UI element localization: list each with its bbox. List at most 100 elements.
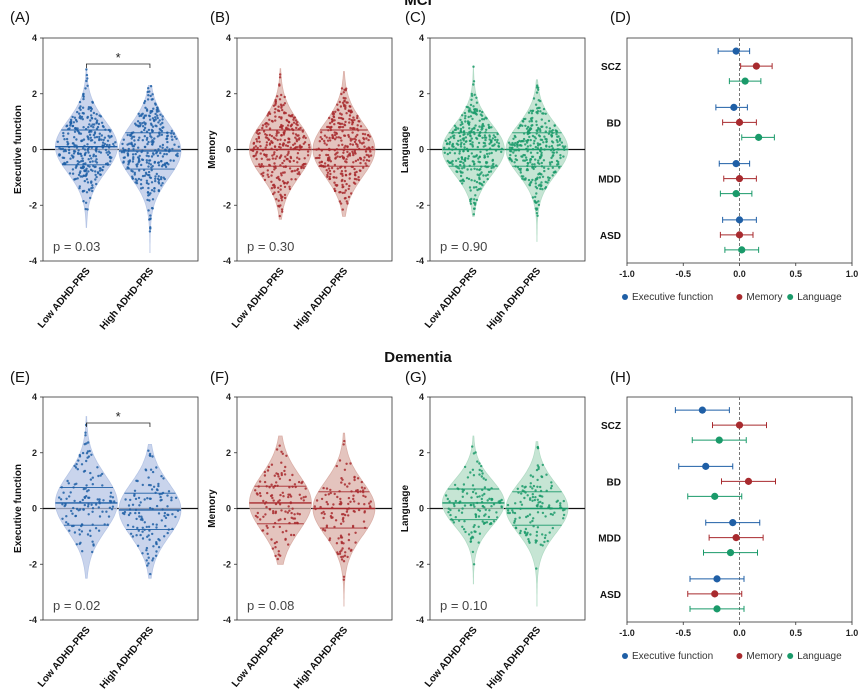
data-point [157,538,160,541]
data-point [528,498,532,501]
data-point [280,450,283,453]
panel-label: (E) [10,369,30,386]
data-point [342,555,345,558]
data-point [481,136,484,139]
data-point [496,516,499,519]
data-point [345,158,348,161]
data-point [277,105,280,108]
data-point [90,503,93,506]
data-point [132,525,135,528]
data-point [262,515,265,518]
data-point [156,116,159,120]
data-point [266,469,270,472]
data-point [286,511,289,514]
data-point [80,154,83,158]
data-point [513,519,516,523]
data-point [364,495,367,498]
data-point [347,533,351,536]
data-point [342,103,346,106]
data-point [357,120,360,123]
data-point [283,469,286,473]
data-point [155,550,158,553]
data-point [475,198,478,202]
data-point [73,116,77,119]
data-point [548,531,551,534]
data-point [146,136,149,140]
data-point [280,134,283,137]
data-point [333,176,336,179]
data-point [530,118,533,122]
data-point [77,459,80,462]
data-point [90,181,93,184]
data-point [348,184,351,188]
data-point [459,130,463,133]
data-point [65,125,68,128]
data-point [529,161,532,164]
data-point [171,147,174,151]
data-point [531,109,535,113]
data-point [271,170,274,174]
data-point [466,133,469,136]
data-point [342,91,345,94]
data-point [457,519,461,522]
data-point [532,517,535,520]
data-point [325,500,328,504]
data-point [150,166,153,169]
data-point [279,138,282,141]
data-point [146,198,149,202]
data-point [540,184,543,187]
data-point [302,166,305,170]
data-point [133,143,137,146]
data-point [154,124,157,127]
data-point [92,544,95,547]
data-point [339,497,342,501]
data-point [527,178,531,182]
data-point [148,90,151,93]
data-point [131,177,134,180]
data-point [477,515,481,518]
data-point [283,131,286,135]
data-point [470,168,473,171]
data-point [134,122,137,125]
data-point [100,138,103,141]
data-point [56,140,59,143]
data-point [88,130,91,134]
data-point [527,111,531,114]
data-point [73,531,77,534]
data-point [65,521,68,524]
data-point [510,160,514,163]
data-point [139,183,143,186]
violin-body [118,443,182,579]
data-point [152,545,155,548]
data-point [99,167,102,170]
data-point [73,464,76,468]
data-point [100,134,104,137]
data-point [141,139,144,142]
data-point [340,540,343,544]
data-point [264,146,267,149]
data-point [260,157,263,160]
data-point [368,505,372,508]
data-point [69,491,72,494]
data-point [282,495,285,498]
data-point [561,145,564,148]
data-point [472,155,475,158]
data-point [129,498,132,502]
data-point [92,164,95,168]
data-point [260,172,263,176]
data-point [288,187,292,191]
data-point [476,145,479,149]
data-point [141,122,144,125]
data-point [537,501,540,504]
data-point [347,195,351,199]
panel-label: (D) [610,9,631,26]
y-tick-label: 4 [32,392,37,402]
data-point [359,125,363,128]
data-point [526,138,530,142]
data-point [102,138,105,142]
data-point [136,544,140,547]
data-point [553,511,556,514]
data-point [155,523,158,526]
data-point [268,158,271,161]
data-point [476,173,479,176]
